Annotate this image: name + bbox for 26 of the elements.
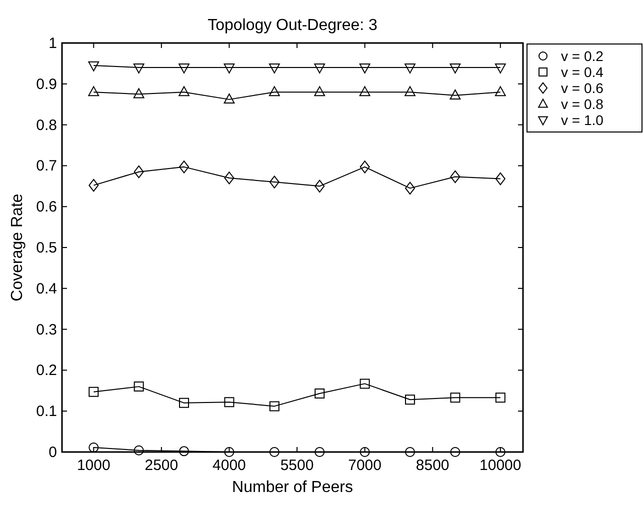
y-tick-label: 0.2 <box>36 362 57 380</box>
y-tick-label: 0.7 <box>36 158 57 175</box>
legend-label: v = 0.6 <box>561 80 604 96</box>
legend-label: v = 1.0 <box>561 112 604 128</box>
y-tick-label: 1 <box>48 35 57 52</box>
x-tick-label: 10000 <box>480 457 522 474</box>
y-tick-label: 0.6 <box>36 198 57 216</box>
x-tick-label: 5500 <box>280 457 314 474</box>
legend-label: v = 0.4 <box>561 64 604 80</box>
legend-label: v = 0.8 <box>561 96 604 112</box>
y-tick-label: 0.3 <box>36 321 57 338</box>
x-tick-label: 2500 <box>144 457 178 474</box>
legend-label: v = 0.2 <box>561 48 604 64</box>
y-tick-label: 0.9 <box>36 76 57 93</box>
y-tick-label: 0.8 <box>36 116 57 134</box>
y-tick-label: 0.1 <box>36 403 57 420</box>
y-tick-label: 0.4 <box>36 280 57 298</box>
x-tick-label: 7000 <box>348 457 382 474</box>
x-tick-label: 1000 <box>76 457 110 474</box>
x-tick-label: 8500 <box>416 457 450 474</box>
y-axis-title: Coverage Rate <box>9 194 26 302</box>
x-axis-title: Number of Peers <box>232 479 353 496</box>
y-tick-label: 0 <box>48 444 57 461</box>
chart-title: Topology Out-Degree: 3 <box>208 17 378 34</box>
y-tick-label: 0.5 <box>36 240 57 256</box>
x-tick-label: 4000 <box>212 457 246 474</box>
